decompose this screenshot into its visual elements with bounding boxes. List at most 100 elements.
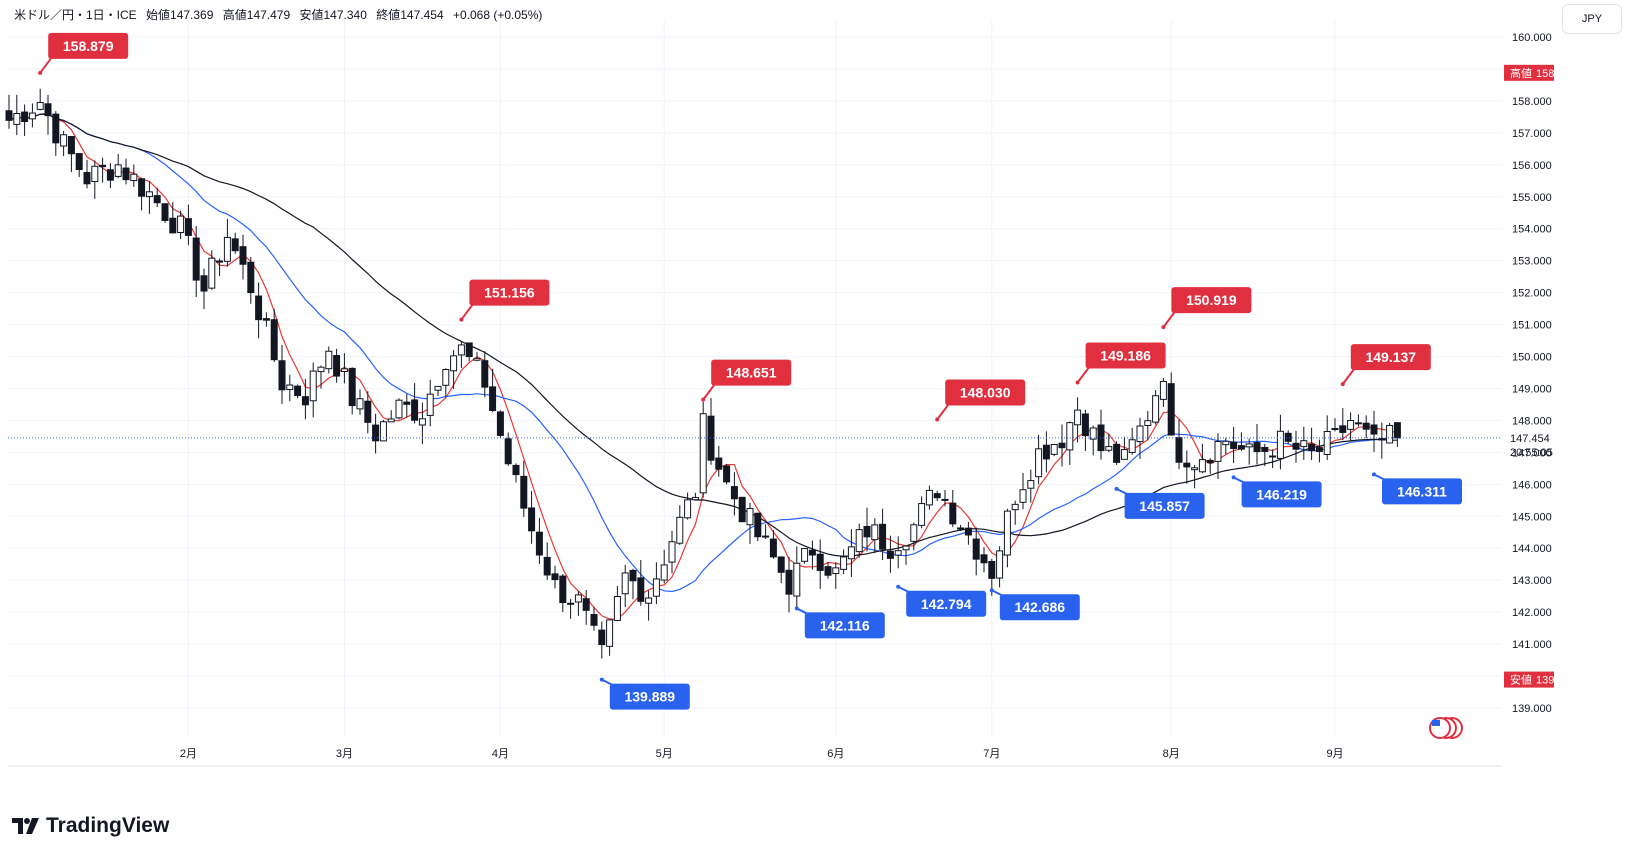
callout-box [1241, 481, 1322, 508]
candle-body [1276, 430, 1284, 459]
callout-anchor [1114, 486, 1119, 491]
candle-body [925, 489, 933, 506]
time-tick-label: 5月 [656, 748, 673, 760]
price-tick-label: 154.000 [1512, 224, 1552, 236]
callout-pointer [39, 56, 54, 74]
candle-body [543, 556, 551, 576]
callout-label: 158.879 [63, 38, 114, 54]
candle-body [863, 525, 871, 538]
candle-body [5, 110, 13, 121]
price-tick-label: 158.000 [1512, 96, 1552, 108]
candle-body [1027, 480, 1035, 489]
price-tick-label: 157.000 [1512, 128, 1552, 140]
callout-label: 139.889 [624, 689, 675, 705]
time-tick-label: 8月 [1163, 748, 1180, 760]
candle-body [91, 165, 99, 182]
callout-anchor [459, 317, 464, 322]
candle-body [403, 401, 411, 405]
candle-body [964, 527, 972, 536]
flag-canton [1432, 720, 1440, 726]
callout-label: 148.030 [960, 384, 1011, 400]
candle-body [574, 594, 582, 603]
candle-body [372, 424, 380, 442]
candle-body [1284, 432, 1292, 442]
candle-body [340, 368, 348, 372]
brand-name: TradingView [46, 814, 170, 837]
candle-body [473, 357, 481, 361]
candle-body [411, 399, 419, 421]
callout-label: 150.919 [1186, 292, 1237, 308]
candle-body [255, 295, 263, 321]
candle-body [208, 257, 216, 289]
candle-body [247, 261, 255, 294]
change-value: +0.068 (+0.05%) [452, 8, 543, 22]
candle-body [1393, 422, 1401, 439]
candle-body [1050, 444, 1058, 455]
callout-box [945, 379, 1026, 406]
candle-body [450, 355, 458, 372]
low-price-badge-bg [1504, 671, 1554, 688]
price-tick-label: 152.000 [1512, 288, 1552, 300]
candle-body [442, 369, 450, 386]
callout-label: 151.156 [484, 285, 535, 301]
time-tick-label: 3月 [336, 748, 353, 760]
price-tick-label: 148.000 [1512, 415, 1552, 427]
time-axis[interactable]: 2月 3月 4月 5月 6月 7月 8月 9月 [180, 748, 1344, 760]
candle-body [699, 413, 707, 494]
candle-body [715, 457, 723, 470]
price-callouts: 158.879 151.156 148.651 148.030 149.186 150.9… [38, 32, 1462, 710]
candle-body [1315, 447, 1323, 452]
candle-body [902, 545, 910, 551]
candle-body [106, 169, 114, 181]
us-flag-icon[interactable] [1429, 717, 1463, 739]
candle-body [426, 393, 434, 416]
candle-body [980, 554, 988, 564]
candle-body [832, 567, 840, 575]
candle-body [294, 385, 302, 396]
candle-body [684, 499, 692, 519]
candle-body [886, 550, 894, 559]
candle-body [184, 218, 192, 236]
candle-body [879, 523, 887, 550]
callout-label: 148.651 [726, 365, 777, 381]
candle-body [730, 486, 738, 500]
callout-anchor [794, 606, 799, 611]
candle-body [1159, 380, 1167, 400]
symbol-title: 米ドル／円・1日・ICE [14, 8, 137, 22]
candle-body [1105, 446, 1113, 451]
candle-body [1253, 442, 1261, 453]
close-value: 終値147.454 [376, 8, 444, 22]
callout-box [1124, 492, 1205, 519]
candle-body [762, 535, 770, 538]
candle-body [169, 217, 177, 234]
price-tick-label: 142.000 [1512, 607, 1552, 619]
tradingview-logo-icon [12, 818, 39, 834]
callout-anchor [1075, 380, 1080, 385]
candle-body [996, 550, 1004, 579]
candle-body [504, 438, 512, 465]
candle-body [239, 246, 247, 265]
candle-body [972, 538, 980, 560]
callout-anchor [989, 588, 994, 593]
candle-body [1081, 413, 1089, 437]
price-tick-label: 141.000 [1512, 639, 1552, 651]
callout-box [1171, 287, 1252, 314]
callout-label: 142.116 [820, 617, 870, 633]
candle-body [1354, 422, 1362, 425]
candle-body [52, 113, 60, 144]
candle-body [746, 508, 754, 526]
candle-body [1339, 425, 1347, 433]
candle-body [348, 367, 356, 407]
countdown-value: 20:55:05 [1510, 447, 1553, 459]
price-axis[interactable]: 160.000159.000158.000157.000156.000155.0… [8, 32, 1576, 715]
candle-body [1042, 444, 1050, 460]
candle-body [1183, 462, 1191, 468]
candle-body [1191, 467, 1199, 471]
candle-body [1323, 430, 1331, 455]
callout-pointer [1162, 310, 1177, 328]
callout-box [1382, 478, 1462, 505]
candle-body [621, 572, 629, 595]
currency-button[interactable]: JPY [1562, 4, 1622, 34]
high-price-badge-label: 高値 [1510, 66, 1532, 80]
